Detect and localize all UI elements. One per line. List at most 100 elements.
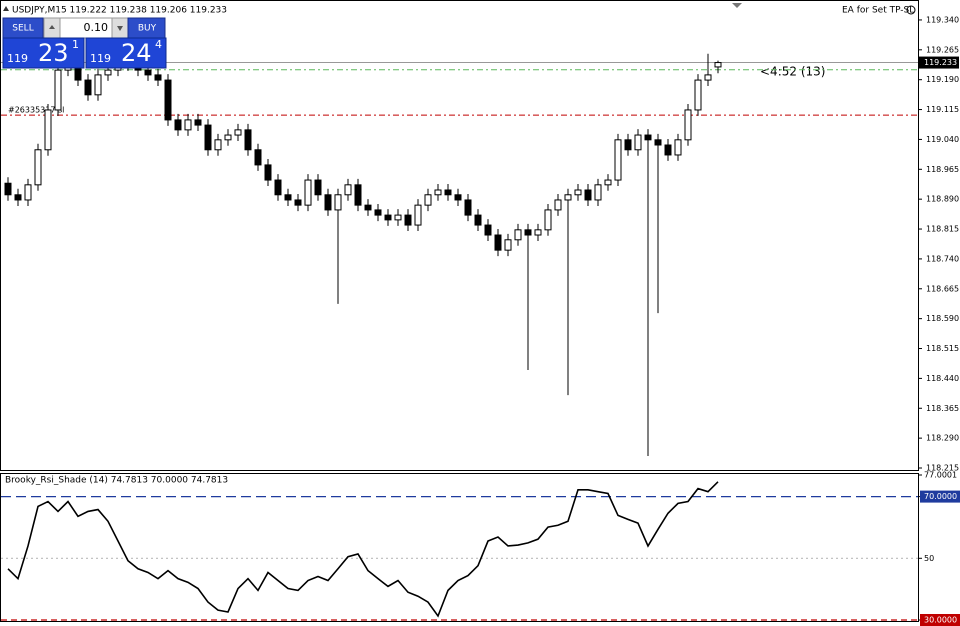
candle-body [594, 184, 602, 201]
candle-body [104, 69, 112, 76]
y-tick-label: 118.290 [926, 434, 959, 443]
candle-body [464, 199, 472, 216]
candle-body [194, 119, 202, 126]
candle-body [474, 214, 482, 226]
y-tick-label: 119.190 [926, 75, 959, 84]
rsi-line [7, 481, 719, 618]
rsi-pane [0, 473, 919, 622]
candle-body [284, 194, 292, 201]
candle-body [54, 69, 62, 111]
candle-body [324, 194, 332, 211]
candle-body [614, 139, 622, 181]
candle-body [584, 189, 592, 201]
candle-body [454, 194, 462, 201]
y-tick-label: 118.665 [926, 284, 959, 293]
candle-body [44, 109, 52, 151]
candle-body [664, 144, 672, 156]
candle-body [514, 229, 522, 241]
candle-body [374, 209, 382, 216]
candle-body [694, 79, 702, 111]
candle-body [264, 164, 272, 181]
candle-body [204, 124, 212, 151]
y-tick-label: 118.965 [926, 165, 959, 174]
trade-panel: SELL 0.10 BUY 119 23 1 119 24 4 [2, 17, 167, 69]
order-label: #26335317 sl [8, 106, 64, 115]
y-tick-label: 50 [924, 554, 934, 563]
candle-body [354, 184, 362, 206]
candle-body [304, 179, 312, 206]
candle-body [424, 194, 432, 206]
candle-body [624, 139, 632, 151]
y-tick-label: 119.265 [926, 45, 959, 54]
ea-icon [906, 5, 916, 15]
candle-body [654, 139, 662, 146]
y-tick-label: 118.215 [926, 464, 959, 473]
candle-body [544, 209, 552, 231]
symbol-icon [3, 6, 9, 11]
buy-point: 4 [155, 38, 162, 51]
plus-icon [117, 26, 123, 31]
y-tick-label: 77.0001 [924, 471, 957, 480]
candle-body [154, 74, 162, 81]
minus-icon [49, 25, 55, 29]
candle-body [634, 134, 642, 151]
candle-body [274, 179, 282, 196]
candle-body [314, 179, 322, 196]
candle-body [294, 199, 302, 206]
sell-price-box[interactable] [2, 37, 85, 69]
candle-body [144, 69, 152, 76]
candle-body [674, 139, 682, 156]
buy-pips: 24 [121, 39, 152, 67]
candle-body [574, 189, 582, 196]
candle-body [214, 139, 222, 151]
candle-body [234, 129, 242, 136]
candle-body [564, 194, 572, 201]
sell-label: SELL [12, 24, 33, 34]
candle-body [494, 234, 502, 251]
bid-label: 119.233 [924, 58, 957, 67]
candle-body [714, 62, 722, 68]
buy-price-box[interactable] [85, 37, 167, 69]
main-plot: 119.340 119.265 119.190 119.115 119.040 118.9… [1, 15, 960, 626]
rsi-title: Brooky_Rsi_Shade (14) 74.7813 70.0000 74… [5, 476, 228, 486]
buy-label: BUY [138, 24, 157, 34]
y-tick-label: 118.590 [926, 314, 959, 323]
y-tick-label: 118.440 [926, 374, 959, 383]
ea-label: EA for Set TP-SL [842, 6, 914, 16]
candle-body [14, 194, 22, 201]
sell-pips: 23 [38, 39, 69, 67]
countdown: <4:52 (13) [760, 65, 825, 79]
candle-body [34, 149, 42, 186]
bid-label-box [919, 56, 959, 69]
buy-big: 119 [90, 52, 111, 65]
y-tick-label: 70.0000 [924, 492, 957, 501]
candle-body [554, 199, 562, 211]
y-tick-label: 30.0000 [924, 616, 957, 625]
candle-body [384, 214, 392, 221]
main-pane [0, 0, 919, 471]
candle-body [244, 129, 252, 151]
y-tick-label: 118.890 [926, 195, 959, 204]
candle-body [484, 224, 492, 236]
y-tick-label: 118.365 [926, 404, 959, 413]
y-tick-label: 119.040 [926, 135, 959, 144]
candle-body [504, 239, 512, 251]
candle-body [434, 189, 442, 196]
candle-body [224, 134, 232, 141]
candle-body [254, 149, 262, 166]
candle-body [394, 214, 402, 221]
candle-body [344, 184, 352, 196]
candle-body [334, 194, 342, 211]
sell-big: 119 [7, 52, 28, 65]
candle-body [4, 182, 12, 196]
y-tick-label: 118.515 [926, 344, 959, 353]
candle-body [644, 134, 652, 141]
chart-title: USDJPY,M15 119.222 119.238 119.206 119.2… [12, 6, 227, 16]
candle-body [404, 214, 412, 226]
y-tick-label: 119.115 [926, 105, 959, 114]
sell-point: 1 [72, 38, 79, 51]
candle-body [414, 204, 422, 226]
candle-body [364, 204, 372, 211]
candle-body [94, 74, 102, 96]
